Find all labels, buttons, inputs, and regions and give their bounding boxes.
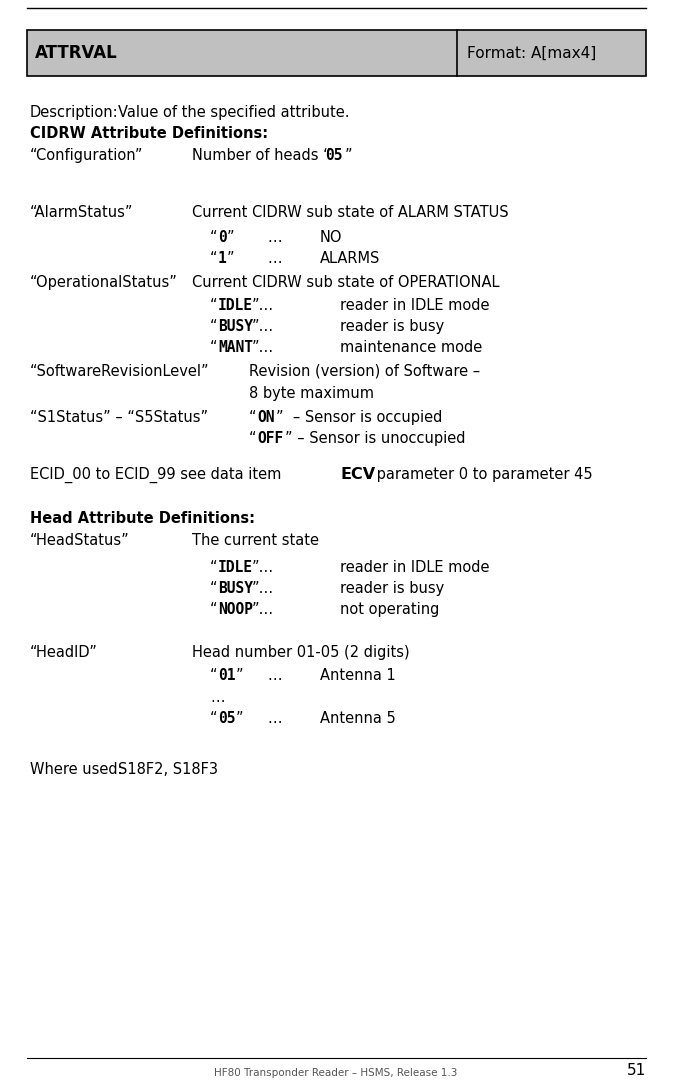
Text: CIDRW Attribute Definitions:: CIDRW Attribute Definitions:: [30, 125, 268, 141]
Text: Description:: Description:: [30, 105, 118, 120]
Text: ATTRVAL: ATTRVAL: [35, 44, 118, 62]
Text: ”: ”: [236, 668, 244, 683]
Text: ”…: ”…: [252, 582, 274, 596]
Text: Head Attribute Definitions:: Head Attribute Definitions:: [30, 511, 255, 526]
Text: “AlarmStatus”: “AlarmStatus”: [30, 205, 133, 220]
Text: 0: 0: [218, 230, 227, 245]
Text: “HeadStatus”: “HeadStatus”: [30, 533, 130, 548]
Text: ”…: ”…: [252, 340, 274, 355]
Text: “SoftwareRevisionLevel”: “SoftwareRevisionLevel”: [30, 364, 209, 379]
Text: not operating: not operating: [340, 602, 439, 618]
Text: “: “: [249, 431, 256, 446]
Text: reader in IDLE mode: reader in IDLE mode: [340, 560, 489, 575]
Text: maintenance mode: maintenance mode: [340, 340, 483, 355]
Text: 05: 05: [325, 148, 343, 163]
Text: reader in IDLE mode: reader in IDLE mode: [340, 298, 489, 313]
Text: ”  – Sensor is occupied: ” – Sensor is occupied: [276, 410, 442, 425]
Text: BUSY: BUSY: [218, 582, 253, 596]
Text: “: “: [210, 560, 217, 575]
Text: 05: 05: [218, 711, 236, 726]
Text: Antenna 5: Antenna 5: [320, 711, 396, 726]
Text: 51: 51: [627, 1063, 646, 1078]
Text: Where used:: Where used:: [30, 762, 122, 777]
Text: ECV: ECV: [341, 467, 376, 482]
Text: Head number 01-05 (2 digits): Head number 01-05 (2 digits): [192, 645, 410, 660]
Text: “: “: [210, 668, 217, 683]
Text: Format: A[max4]: Format: A[max4]: [467, 46, 596, 60]
Text: “: “: [210, 340, 217, 355]
Text: …: …: [267, 251, 281, 266]
Text: reader is busy: reader is busy: [340, 582, 444, 596]
Text: NOOP: NOOP: [218, 602, 253, 618]
Text: parameter 0 to parameter 45: parameter 0 to parameter 45: [372, 467, 593, 482]
Text: The current state: The current state: [192, 533, 319, 548]
Text: Current CIDRW sub state of ALARM STATUS: Current CIDRW sub state of ALARM STATUS: [192, 205, 509, 220]
Text: 01: 01: [218, 668, 236, 683]
Text: ”: ”: [227, 251, 235, 266]
Text: ”: ”: [236, 711, 244, 726]
Text: ”: ”: [345, 148, 353, 163]
Text: “: “: [210, 298, 217, 313]
Text: “: “: [210, 711, 217, 726]
Text: “: “: [210, 251, 217, 266]
Text: …: …: [267, 668, 281, 683]
Text: “Configuration”: “Configuration”: [30, 148, 143, 163]
Text: “: “: [210, 602, 217, 618]
Text: ”…: ”…: [252, 560, 274, 575]
Text: “: “: [210, 230, 217, 245]
Text: …: …: [267, 230, 281, 245]
Text: ECID_00 to ECID_99 see data item: ECID_00 to ECID_99 see data item: [30, 467, 286, 483]
Text: “HeadID”: “HeadID”: [30, 645, 98, 660]
Text: “OperationalStatus”: “OperationalStatus”: [30, 275, 178, 290]
Text: Antenna 1: Antenna 1: [320, 668, 396, 683]
Text: ”…: ”…: [252, 602, 274, 618]
Text: Current CIDRW sub state of OPERATIONAL: Current CIDRW sub state of OPERATIONAL: [192, 275, 499, 290]
Text: “S1Status” – “S5Status”: “S1Status” – “S5Status”: [30, 410, 208, 425]
Text: OFF: OFF: [257, 431, 283, 446]
Text: IDLE: IDLE: [218, 298, 253, 313]
Text: reader is busy: reader is busy: [340, 319, 444, 334]
Text: BUSY: BUSY: [218, 319, 253, 334]
Bar: [27, 29, 646, 76]
Text: S18F2, S18F3: S18F2, S18F3: [118, 762, 218, 777]
Text: MANT: MANT: [218, 340, 253, 355]
Text: “: “: [249, 410, 256, 425]
Text: 8 byte maximum: 8 byte maximum: [249, 386, 374, 401]
Text: ALARMS: ALARMS: [320, 251, 380, 266]
Text: …: …: [267, 711, 281, 726]
Text: ON: ON: [257, 410, 275, 425]
Text: “: “: [210, 319, 217, 334]
Text: IDLE: IDLE: [218, 560, 253, 575]
Text: ”…: ”…: [252, 298, 274, 313]
Text: Revision (version) of Software –: Revision (version) of Software –: [249, 364, 480, 379]
Text: ”…: ”…: [252, 319, 274, 334]
Text: …: …: [210, 690, 225, 705]
Text: ”: ”: [227, 230, 235, 245]
Text: 1: 1: [218, 251, 227, 266]
Text: HF80 Transponder Reader – HSMS, Release 1.3: HF80 Transponder Reader – HSMS, Release …: [214, 1068, 458, 1078]
Text: Value of the specified attribute.: Value of the specified attribute.: [118, 105, 349, 120]
Text: NO: NO: [320, 230, 343, 245]
Text: “: “: [210, 582, 217, 596]
Text: ” – Sensor is unoccupied: ” – Sensor is unoccupied: [285, 431, 466, 446]
Text: Number of heads “: Number of heads “: [192, 148, 330, 163]
